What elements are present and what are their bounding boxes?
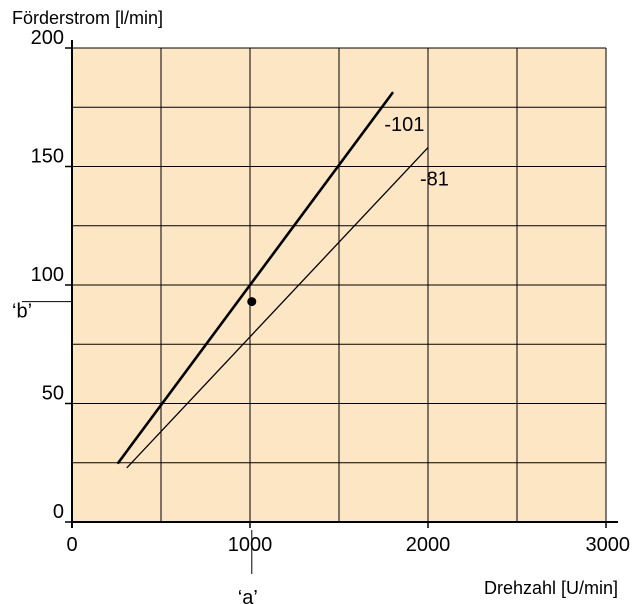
y-tick-label: 0: [53, 501, 64, 523]
series-group: -101 -81: [116, 91, 449, 469]
series-label: -81: [420, 169, 449, 191]
y-tick-label: 200: [31, 27, 64, 49]
axes: [65, 40, 618, 528]
x-tick-label: 3000: [586, 534, 631, 556]
b-marker-label: ‘b’: [12, 301, 32, 323]
series-line: [126, 146, 429, 469]
y-tick-label: 100: [31, 264, 64, 286]
series-line: [116, 91, 394, 465]
x-axis-label: Drehzahl [U/min]: [484, 578, 618, 598]
x-tick-label: 1000: [228, 534, 273, 556]
y-axis-label: Förderstrom [l/min]: [12, 8, 163, 28]
y-tick-label: 50: [42, 383, 64, 405]
reference-point-group: ‘b’ ‘a’: [12, 297, 258, 604]
x-tick-label: 0: [66, 534, 77, 556]
y-tick-label: 150: [31, 146, 64, 168]
series-label: -101: [384, 114, 424, 136]
a-marker-label: ‘a’: [238, 587, 258, 604]
x-tick-label: 2000: [406, 534, 451, 556]
reference-point: [247, 297, 257, 307]
